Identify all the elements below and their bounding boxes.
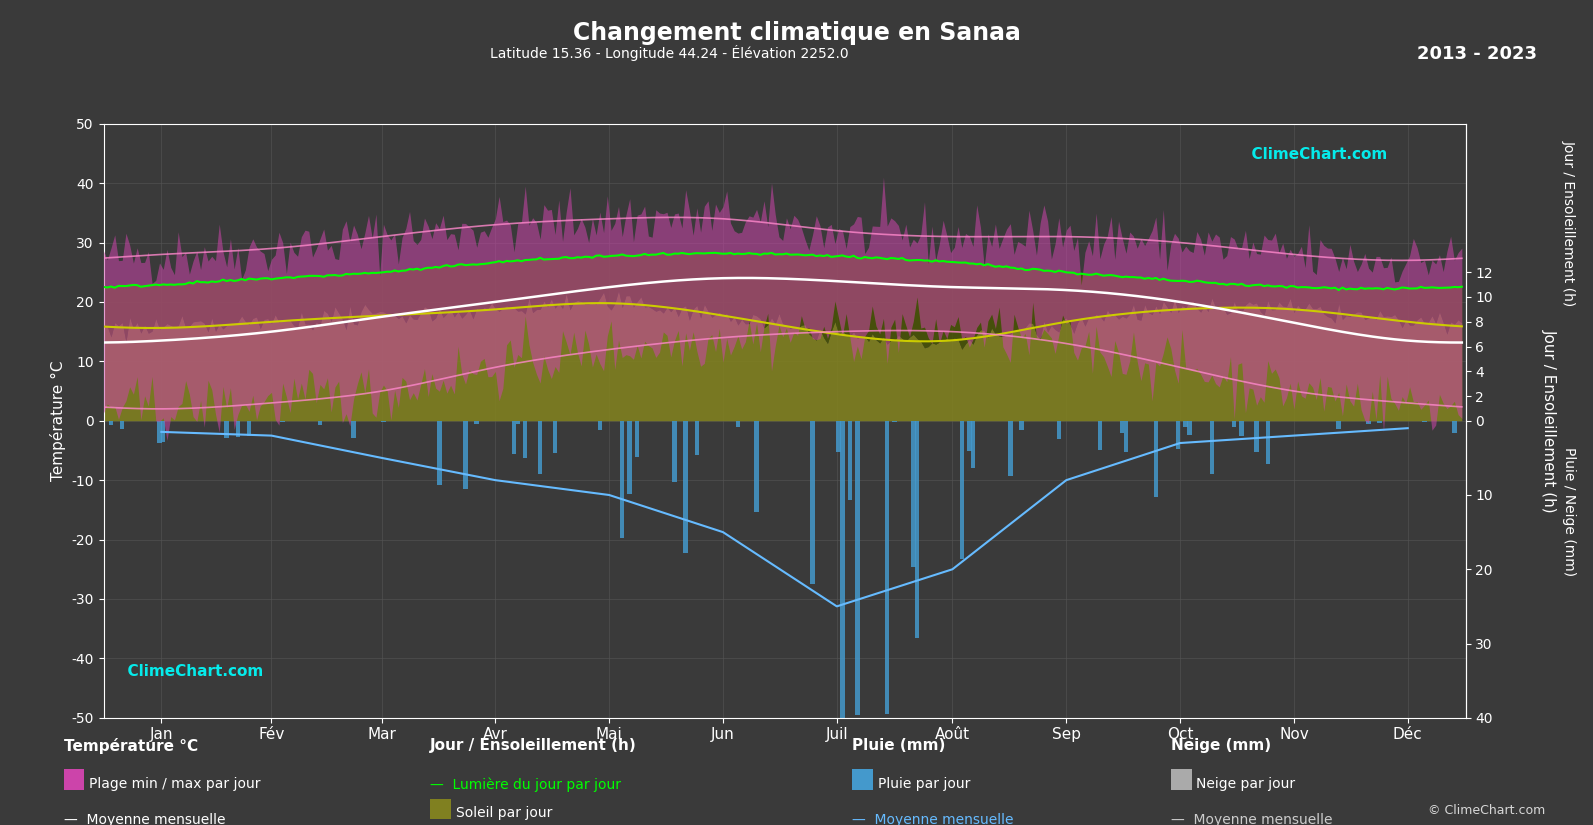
Bar: [247, 421, 252, 436]
Bar: [1176, 421, 1180, 449]
Bar: [1378, 421, 1383, 422]
Bar: [840, 421, 844, 718]
Bar: [811, 421, 814, 584]
Text: Pluie / Neige (mm): Pluie / Neige (mm): [1563, 447, 1575, 576]
Bar: [1231, 421, 1236, 427]
Bar: [464, 421, 468, 489]
Bar: [158, 421, 162, 442]
Bar: [1008, 421, 1013, 476]
Text: Plage min / max par jour: Plage min / max par jour: [89, 777, 261, 791]
Text: —  Lumière du jour par jour: — Lumière du jour par jour: [430, 777, 621, 792]
Text: Soleil par jour: Soleil par jour: [456, 806, 551, 820]
Text: —  Moyenne mensuelle: — Moyenne mensuelle: [1171, 813, 1332, 825]
Bar: [1184, 421, 1188, 427]
Bar: [1423, 421, 1427, 422]
Bar: [967, 421, 972, 451]
Bar: [959, 421, 964, 559]
Bar: [475, 421, 479, 423]
Bar: [1056, 421, 1061, 439]
Bar: [553, 421, 558, 453]
Bar: [1367, 421, 1372, 424]
Bar: [892, 421, 897, 422]
Bar: [886, 421, 889, 714]
Y-axis label: Température °C: Température °C: [49, 361, 65, 481]
Bar: [597, 421, 602, 431]
Text: —  Moyenne mensuelle: — Moyenne mensuelle: [852, 813, 1013, 825]
Bar: [970, 421, 975, 469]
Bar: [1153, 421, 1158, 497]
Bar: [1254, 421, 1258, 452]
Bar: [108, 421, 113, 425]
Bar: [236, 421, 241, 436]
Text: —  Moyenne mensuelle: — Moyenne mensuelle: [64, 813, 225, 825]
Bar: [1120, 421, 1125, 433]
Bar: [736, 421, 741, 427]
Bar: [523, 421, 527, 458]
Text: Jour / Ensoleillement (h): Jour / Ensoleillement (h): [430, 738, 637, 753]
Text: 2013 - 2023: 2013 - 2023: [1418, 45, 1537, 64]
Bar: [317, 421, 322, 425]
Bar: [636, 421, 639, 457]
Bar: [847, 421, 852, 501]
Bar: [836, 421, 841, 452]
Bar: [119, 421, 124, 428]
Bar: [1020, 421, 1024, 430]
Bar: [755, 421, 758, 512]
Bar: [1187, 421, 1192, 436]
Bar: [914, 421, 919, 639]
Text: Changement climatique en Sanaa: Changement climatique en Sanaa: [572, 21, 1021, 45]
Bar: [1123, 421, 1128, 452]
Bar: [855, 421, 860, 714]
Bar: [538, 421, 542, 474]
Bar: [628, 421, 632, 494]
Bar: [695, 421, 699, 455]
Bar: [683, 421, 688, 553]
Bar: [911, 421, 916, 568]
Bar: [352, 421, 355, 438]
Bar: [436, 421, 441, 484]
Bar: [620, 421, 624, 538]
Text: Température °C: Température °C: [64, 738, 198, 754]
Text: Neige (mm): Neige (mm): [1171, 738, 1271, 753]
Text: ClimeChart.com: ClimeChart.com: [1241, 148, 1388, 163]
Bar: [1453, 421, 1456, 433]
Text: Jour / Ensoleillement (h): Jour / Ensoleillement (h): [1563, 139, 1575, 306]
Text: Neige par jour: Neige par jour: [1196, 777, 1295, 791]
Bar: [1209, 421, 1214, 474]
Text: Pluie (mm): Pluie (mm): [852, 738, 946, 753]
Text: ClimeChart.com: ClimeChart.com: [118, 664, 263, 679]
Bar: [1337, 421, 1341, 429]
Bar: [161, 421, 166, 441]
Bar: [280, 421, 285, 422]
Bar: [1098, 421, 1102, 450]
Text: Latitude 15.36 - Longitude 44.24 - Élévation 2252.0: Latitude 15.36 - Longitude 44.24 - Éléva…: [489, 45, 849, 61]
Y-axis label: Jour / Ensoleillement (h): Jour / Ensoleillement (h): [1542, 329, 1556, 512]
Bar: [672, 421, 677, 482]
Bar: [1239, 421, 1244, 436]
Bar: [516, 421, 519, 424]
Bar: [1265, 421, 1270, 464]
Bar: [511, 421, 516, 454]
Text: Pluie par jour: Pluie par jour: [878, 777, 970, 791]
Bar: [225, 421, 229, 438]
Text: © ClimeChart.com: © ClimeChart.com: [1427, 804, 1545, 817]
